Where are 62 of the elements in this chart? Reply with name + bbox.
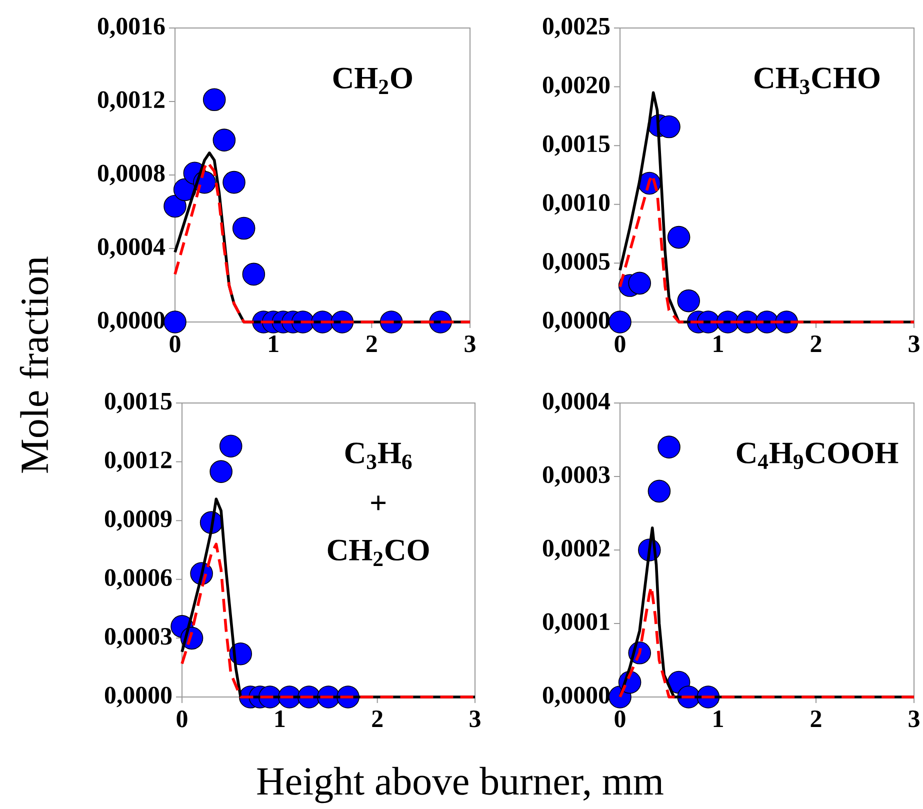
x-tick-label: 1 [275,710,285,727]
point [667,226,690,249]
y-tick-label: 0,0009 [104,510,172,531]
point [222,170,246,194]
annotation: CH$_{2}$O [333,68,412,94]
y-tick-label: 0,0000 [542,312,610,332]
point [164,310,186,334]
point [202,88,226,112]
x-tick-label: 3 [908,710,920,728]
annotation: C$_{4}$H$_{9}$COOH [736,442,898,470]
y-tick-label: 0,0016 [98,18,165,38]
point [232,216,256,240]
x-tick-label: 3 [908,336,920,352]
annotation: C$_{3}$H$_{6}$ [345,442,412,470]
y-tick-label: 0,0004 [542,392,610,414]
point [164,194,186,218]
point [212,128,236,152]
point [219,434,242,458]
x-tick-label: 1 [714,710,723,727]
y-tick-label: 0,0012 [104,452,172,472]
point [677,289,700,312]
x-tick-label: 2 [810,710,822,727]
y-tick-label: 0,0015 [542,135,610,156]
y-tick-label: 0,0000 [104,686,172,708]
point [658,436,680,458]
annotation: CH$_{3}$CHO [754,68,880,94]
y-axis-title: Mole fraction [20,256,48,473]
y-tick-label: 0,0003 [104,628,172,648]
x-tick-label: 1 [714,336,723,352]
y-tick-label: 0,0003 [542,466,610,487]
x-tick-label: 3 [464,336,476,352]
x-axis-title: Height above burner, mm [257,766,664,804]
y-tick-label: 0,0008 [98,164,165,186]
y-tick-label: 0,0025 [542,18,610,38]
annotation: + [371,496,386,510]
y-tick-label: 0,0001 [542,613,610,634]
x-tick-label: 2 [366,336,377,352]
y-tick-label: 0,0004 [98,238,166,259]
x-tick-label: 3 [470,710,480,728]
annotation: CH$_{2}$CO [328,540,429,566]
x-tick-label: 0 [614,336,626,352]
x-tick-label: 2 [372,710,383,727]
point [242,262,266,286]
x-tick-label: 0 [170,336,180,352]
point [658,115,680,138]
y-tick-label: 0,0010 [542,194,610,215]
point [648,480,671,503]
y-tick-label: 0,0002 [542,540,610,560]
point [210,460,232,483]
y-tick-label: 0,0006 [104,569,172,590]
point [608,310,632,334]
x-tick-label: 1 [269,336,278,352]
x-tick-label: 0 [614,710,626,728]
x-tick-label: 2 [810,336,822,352]
point [628,272,652,295]
y-tick-label: 0,0005 [542,252,610,274]
y-tick-label: 0,0015 [104,392,172,414]
y-tick-label: 0,0020 [542,76,610,97]
x-tick-label: 0 [176,710,188,728]
y-tick-label: 0,0012 [98,91,164,112]
y-tick-label: 0,0000 [542,686,610,708]
y-tick-label: 0,0000 [98,312,165,332]
